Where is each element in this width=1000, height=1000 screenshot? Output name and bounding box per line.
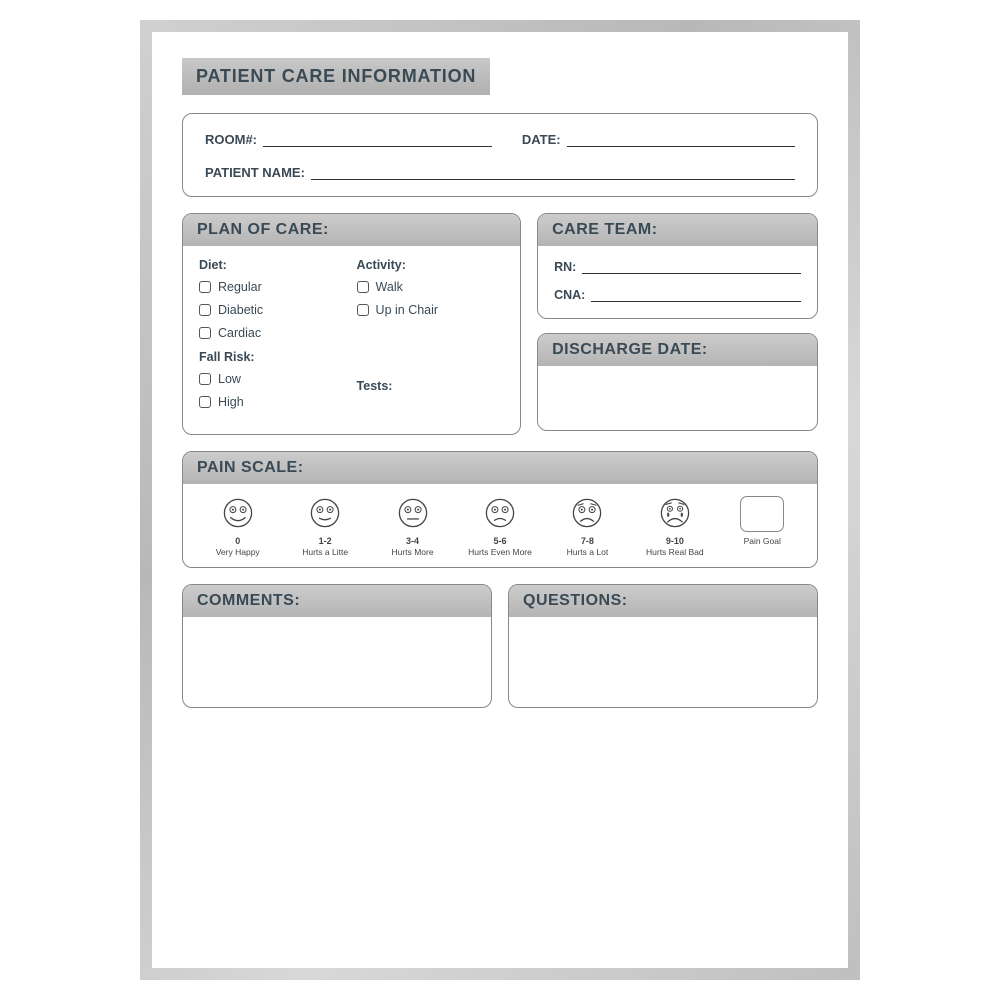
- questions-box: QUESTIONS:: [508, 584, 818, 708]
- plan-right-col: Activity: Walk Up in Chair Tests:: [357, 258, 505, 418]
- room-line: [263, 133, 492, 147]
- room-field[interactable]: ROOM#:: [205, 132, 492, 147]
- fallrisk-option-label: High: [218, 395, 244, 409]
- pain-label: Hurts a Litte: [302, 547, 348, 557]
- activity-upinchair[interactable]: Up in Chair: [357, 303, 505, 317]
- face-very-happy-icon: [221, 496, 255, 530]
- activity-label: Activity:: [357, 258, 505, 272]
- date-field[interactable]: DATE:: [522, 132, 795, 147]
- patient-name-field[interactable]: PATIENT NAME:: [205, 165, 795, 180]
- pain-goal-label: Pain Goal: [744, 536, 781, 546]
- plan-left-col: Diet: Regular Diabetic Cardiac Fall Risk…: [199, 258, 347, 418]
- care-team-header: CARE TEAM:: [538, 214, 817, 246]
- rn-label: RN:: [554, 260, 576, 274]
- diet-label: Diet:: [199, 258, 347, 272]
- pain-item-5[interactable]: 9-10 Hurts Real Bad: [634, 496, 715, 557]
- pain-item-4[interactable]: 7-8 Hurts a Lot: [547, 496, 628, 557]
- pain-goal[interactable]: Pain Goal: [722, 496, 803, 546]
- checkbox-icon: [357, 304, 369, 316]
- diet-diabetic[interactable]: Diabetic: [199, 303, 347, 317]
- discharge-header: DISCHARGE DATE:: [538, 334, 817, 366]
- room-label: ROOM#:: [205, 132, 257, 147]
- pain-item-2[interactable]: 3-4 Hurts More: [372, 496, 453, 557]
- rn-line: [582, 260, 801, 274]
- pain-scale-box: PAIN SCALE: 0 Very Happy 1-2 Hurts a Lit…: [182, 451, 818, 568]
- pain-label: Hurts More: [392, 547, 434, 557]
- checkbox-icon: [199, 304, 211, 316]
- patient-info-box: ROOM#: DATE: PATIENT NAME:: [182, 113, 818, 197]
- fallrisk-high[interactable]: High: [199, 395, 347, 409]
- date-label: DATE:: [522, 132, 561, 147]
- activity-walk[interactable]: Walk: [357, 280, 505, 294]
- plan-header: PLAN OF CARE:: [183, 214, 520, 246]
- diet-cardiac[interactable]: Cardiac: [199, 326, 347, 340]
- cna-line: [591, 288, 801, 302]
- pain-label: Hurts Real Bad: [646, 547, 704, 557]
- pain-label: Hurts a Lot: [567, 547, 609, 557]
- pain-num: 7-8: [547, 536, 628, 546]
- title-banner: PATIENT CARE INFORMATION: [182, 58, 490, 95]
- diet-option-label: Diabetic: [218, 303, 263, 317]
- cna-field[interactable]: CNA:: [554, 288, 801, 302]
- tests-label: Tests:: [357, 379, 505, 393]
- face-more-sad-icon: [570, 496, 604, 530]
- pain-label: Very Happy: [216, 547, 260, 557]
- checkbox-icon: [357, 281, 369, 293]
- pain-goal-box: [740, 496, 784, 532]
- activity-option-label: Walk: [376, 280, 403, 294]
- pain-item-1[interactable]: 1-2 Hurts a Litte: [284, 496, 365, 557]
- checkbox-icon: [199, 396, 211, 408]
- pain-num: 9-10: [634, 536, 715, 546]
- care-team-box: CARE TEAM: RN: CNA:: [537, 213, 818, 319]
- patient-name-line: [311, 166, 795, 180]
- diet-regular[interactable]: Regular: [199, 280, 347, 294]
- questions-header: QUESTIONS:: [509, 585, 817, 617]
- activity-option-label: Up in Chair: [376, 303, 439, 317]
- fallrisk-option-label: Low: [218, 372, 241, 386]
- diet-option-label: Cardiac: [218, 326, 261, 340]
- comments-box: COMMENTS:: [182, 584, 492, 708]
- date-line: [567, 133, 795, 147]
- checkbox-icon: [199, 373, 211, 385]
- fallrisk-low[interactable]: Low: [199, 372, 347, 386]
- pain-num: 3-4: [372, 536, 453, 546]
- patient-care-board: PATIENT CARE INFORMATION ROOM#: DATE: PA…: [140, 20, 860, 980]
- pain-num: 0: [197, 536, 278, 546]
- pain-num: 5-6: [459, 536, 540, 546]
- comments-header: COMMENTS:: [183, 585, 491, 617]
- pain-label: Hurts Even More: [468, 547, 532, 557]
- face-happy-icon: [308, 496, 342, 530]
- patient-name-label: PATIENT NAME:: [205, 165, 305, 180]
- pain-num: 1-2: [284, 536, 365, 546]
- face-crying-icon: [658, 496, 692, 530]
- discharge-body[interactable]: [538, 366, 817, 430]
- pain-item-0[interactable]: 0 Very Happy: [197, 496, 278, 557]
- fallrisk-label: Fall Risk:: [199, 350, 347, 364]
- rn-field[interactable]: RN:: [554, 260, 801, 274]
- cna-label: CNA:: [554, 288, 585, 302]
- checkbox-icon: [199, 327, 211, 339]
- pain-body: 0 Very Happy 1-2 Hurts a Litte 3-4 Hurts…: [183, 484, 817, 567]
- questions-body[interactable]: [509, 617, 817, 707]
- discharge-date-box: DISCHARGE DATE:: [537, 333, 818, 431]
- face-neutral-icon: [396, 496, 430, 530]
- pain-item-3[interactable]: 5-6 Hurts Even More: [459, 496, 540, 557]
- pain-header: PAIN SCALE:: [183, 452, 817, 484]
- comments-body[interactable]: [183, 617, 491, 707]
- plan-of-care-box: PLAN OF CARE: Diet: Regular Diabetic Car…: [182, 213, 521, 435]
- diet-option-label: Regular: [218, 280, 262, 294]
- checkbox-icon: [199, 281, 211, 293]
- face-sad-icon: [483, 496, 517, 530]
